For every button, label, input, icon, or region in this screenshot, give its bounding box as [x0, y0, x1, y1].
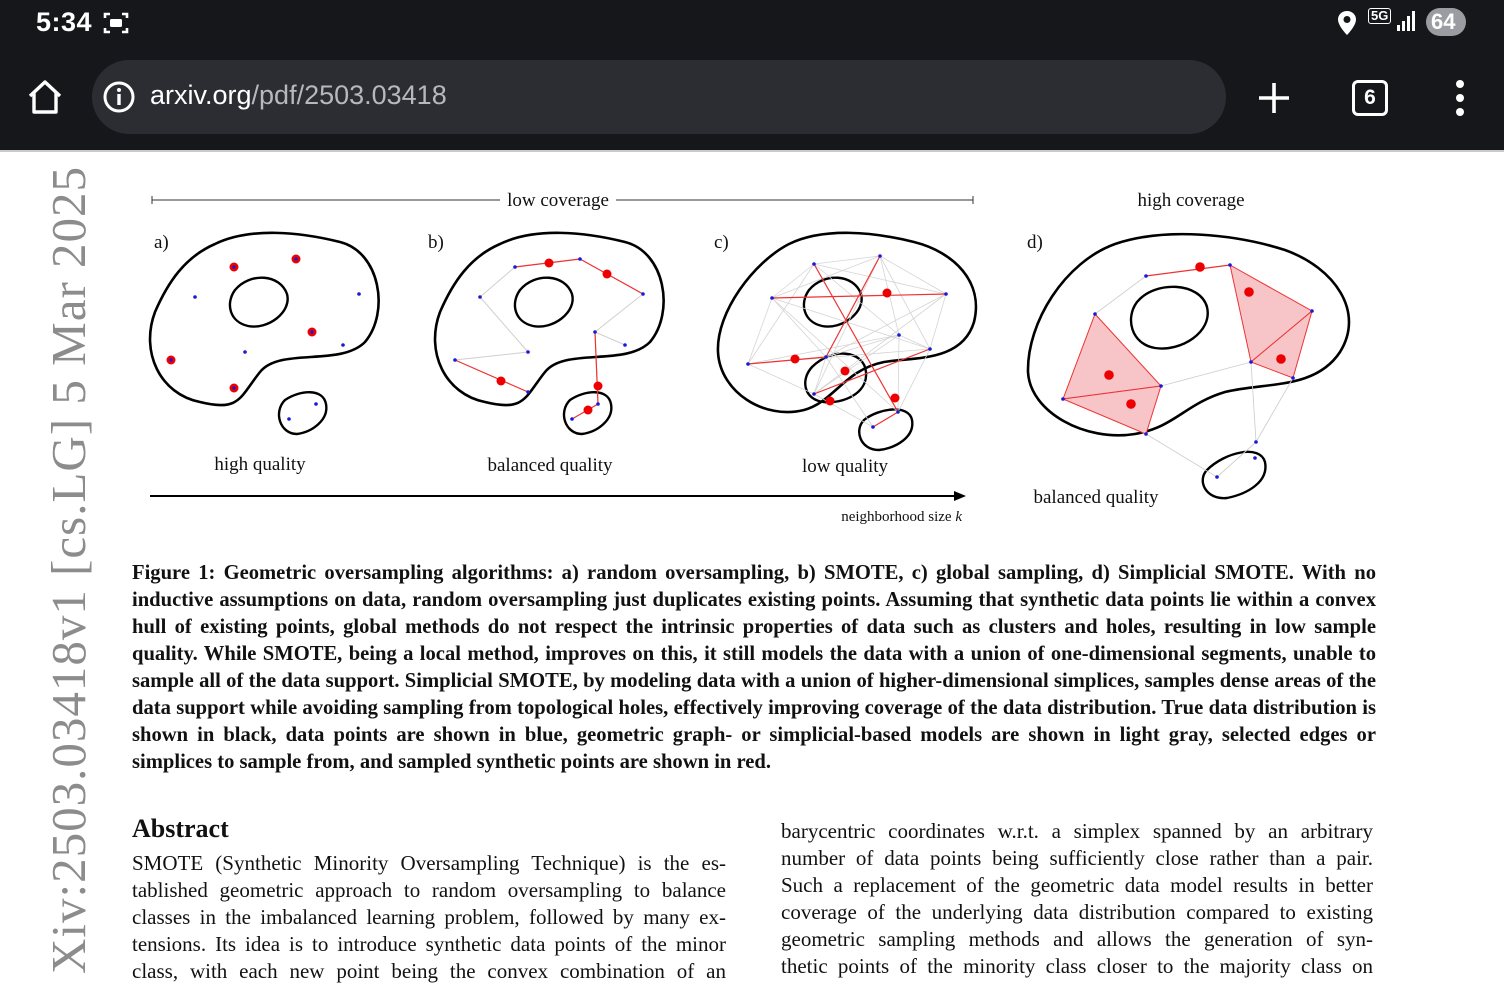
low-coverage-label: low coverage — [507, 190, 609, 211]
abstract-left-column: SMOTE (Synthetic Minority Oversampling T… — [132, 850, 726, 985]
site-info-icon[interactable] — [102, 80, 136, 114]
panel-c-global-sampling — [716, 231, 978, 452]
panel-d-letter: d) — [1027, 232, 1043, 253]
panel-a-points — [166, 254, 361, 421]
browser-toolbar: arxiv.org/pdf/2503.03418 6 — [0, 46, 1504, 150]
status-bar: 5:34 5G 64 — [0, 0, 1504, 46]
tab-count: 6 — [1364, 86, 1376, 109]
panel-d-simplicial-smote — [1026, 232, 1351, 500]
panel-c-quality-label: low quality — [802, 456, 889, 477]
network-type-label: 5G — [1368, 8, 1392, 24]
abstract-line: coverage of the underlying data distribu… — [781, 900, 1373, 924]
url-text[interactable]: arxiv.org/pdf/2503.03418 — [150, 80, 447, 111]
address-bar[interactable]: arxiv.org/pdf/2503.03418 — [92, 60, 1226, 134]
location-icon — [1338, 11, 1356, 35]
abstract-line: classes in the imbalanced learning probl… — [132, 905, 726, 929]
abstract-right-column: barycentric coordinates w.r.t. a simplex… — [781, 818, 1373, 980]
abstract-line: barycentric coordinates w.r.t. a simplex… — [781, 819, 1373, 843]
abstract-line: Such a replacement of the geometric data… — [781, 873, 1373, 897]
panel-a-quality-label: high quality — [214, 454, 306, 475]
panel-b-smote — [433, 231, 665, 436]
panel-d-quality-label: balanced quality — [1033, 487, 1159, 508]
url-host: arxiv.org — [150, 80, 252, 110]
abstract-line: tensions. Its idea is to introduce synth… — [132, 932, 726, 956]
abstract-heading: Abstract — [132, 814, 229, 843]
home-icon[interactable] — [26, 78, 64, 116]
toolbar-divider — [0, 150, 1504, 152]
tab-switcher-button[interactable]: 6 — [1352, 80, 1388, 116]
abstract-line: thetic points of the minority class clos… — [781, 954, 1373, 978]
abstract-line: tablished geometric approach to random o… — [132, 878, 726, 902]
abstract-line: geometric sampling methods and allows th… — [781, 927, 1373, 951]
neighborhood-size-label: neighborhood size k — [841, 509, 962, 525]
status-time: 5:34 — [36, 7, 93, 37]
url-path: /pdf/2503.03418 — [251, 80, 447, 110]
arxiv-sidebar-identifier: Xiv:2503.03418v1 [cs.LG] 5 Mar 2025 — [41, 165, 96, 974]
panel-c-letter: c) — [714, 232, 729, 253]
figure-caption: Figure 1: Geometric oversampling algorit… — [132, 562, 1376, 773]
abstract-line: SMOTE (Synthetic Minority Oversampling T… — [132, 851, 726, 875]
signal-icon — [1397, 11, 1415, 31]
panel-a-letter: a) — [154, 232, 169, 253]
high-coverage-label: high coverage — [1137, 190, 1244, 211]
more-menu-icon[interactable] — [1450, 78, 1470, 118]
figure-1: low coverage high coverage a) b) c) d) — [148, 186, 1351, 525]
abstract-line: number of data points being sufficiently… — [781, 846, 1373, 870]
panel-b-letter: b) — [428, 232, 444, 253]
battery-icon: 64 — [1426, 8, 1466, 36]
pdf-page[interactable]: Xiv:2503.03418v1 [cs.LG] 5 Mar 2025 low … — [0, 152, 1504, 983]
panel-b-quality-label: balanced quality — [487, 455, 613, 476]
screenshot-icon — [103, 12, 129, 34]
new-tab-icon[interactable] — [1256, 80, 1292, 116]
panel-a-random-oversampling — [148, 231, 380, 436]
battery-level: 64 — [1431, 9, 1456, 34]
abstract-line: class, with each new point being the con… — [132, 959, 726, 983]
